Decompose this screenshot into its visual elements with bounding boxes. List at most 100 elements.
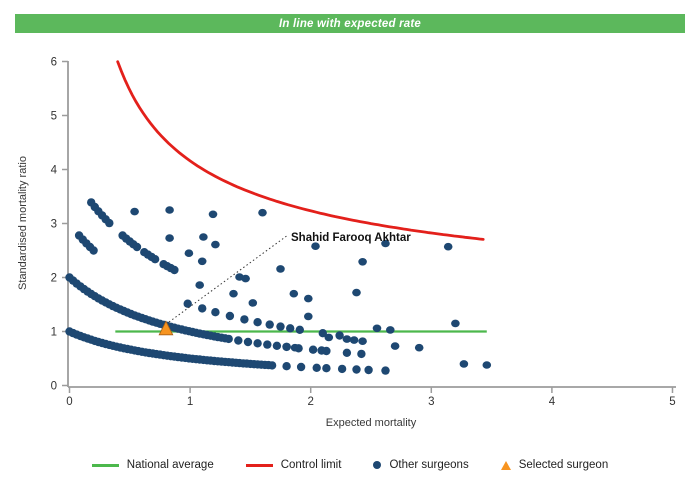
legend-swatch-line [91,463,119,467]
surgeon-point [358,258,367,266]
band-point [337,364,347,374]
band-point [105,218,114,228]
selected-surgeon-marker[interactable] [158,320,174,336]
y-ticks: 0 1 2 3 4 5 6 [51,57,68,393]
legend-swatch-dot [373,461,382,469]
band-point [352,365,361,374]
band-point [170,265,179,275]
surgeon-point [282,342,291,351]
surgeon-point [165,206,174,214]
y-tick-label: 6 [51,57,57,69]
band-point [322,346,331,356]
band-point [342,348,352,357]
surgeon-point [324,333,334,342]
surgeon-point [248,299,258,307]
surgeon-point [211,240,220,249]
band-point [295,325,304,334]
band-point [308,345,318,354]
band-point [211,308,220,317]
status-banner: In line with expected rate [15,14,685,33]
band-point [272,341,282,350]
control-limit-curve [116,60,485,241]
surgeon-point [229,289,238,298]
band-point [253,318,262,327]
y-tick-label: 4 [51,165,58,177]
band-point [286,324,295,333]
status-banner-text: In line with expected rate [279,17,421,30]
band-point [322,364,331,373]
death-bands [65,198,390,375]
y-axis-title: Standardised mortality ratio [17,156,29,290]
callout-line [168,234,289,323]
surgeon-point [459,360,469,368]
surgeon-point [197,257,207,266]
surgeon-point [290,343,300,352]
surgeon-point [482,361,492,369]
band-point [224,334,233,344]
y-tick-label: 0 [51,381,57,393]
surgeon-point [386,326,395,334]
band-point [253,339,262,348]
band-point [276,322,285,331]
surgeon-point [358,337,367,346]
surgeon-point [311,242,320,250]
band-point [243,337,253,347]
chart-legend: National average Control limit Other surge… [0,459,700,471]
surgeon-point [258,208,267,217]
selected-surgeon-triangle[interactable] [158,320,174,336]
surgeon-point [304,312,313,321]
band-point [312,363,321,372]
surgeon-point [451,319,460,328]
x-tick-label: 0 [66,396,72,408]
surgeon-point [199,233,208,241]
band-point [357,349,366,359]
surgeon-point [276,265,285,273]
surgeon-point [130,207,139,216]
legend-label: Selected surgeon [518,459,609,471]
x-tick-label: 5 [669,396,675,408]
x-tick-label: 3 [428,396,434,408]
band-point [364,365,373,375]
legend-item-selected-surgeon: Selected surgeon [500,459,609,471]
band-point [267,361,277,370]
surgeon-point [443,242,453,251]
other-surgeon-points [130,206,492,369]
surgeon-point [352,288,361,297]
band-point [150,255,160,264]
surgeon-point [381,239,390,248]
band-point [183,299,192,308]
legend-item-other-surgeons: Other surgeons [373,459,469,471]
y-tick-label: 3 [51,219,57,231]
surgeon-point [414,343,424,352]
band-point [263,340,272,349]
band-point [240,315,249,324]
surgeon-point [165,234,174,242]
band-point [89,246,98,255]
band-point [381,366,390,375]
surgeon-point [289,289,299,298]
band-point [225,311,235,321]
band-point [282,362,291,371]
x-tick-label: 2 [307,396,313,408]
band-point [198,304,207,313]
surgeon-point [208,210,218,219]
legend-item-control-limit: Control limit [245,459,342,471]
y-tick-label: 5 [51,111,57,123]
surgeon-point [195,281,204,289]
band-point [296,362,306,372]
x-axis-title: Expected mortality [326,417,417,429]
surgeon-point [304,294,313,303]
x-tick-label: 4 [549,396,556,408]
x-ticks: 0 1 2 3 4 5 [66,387,676,408]
band-point [335,331,344,340]
x-tick-label: 1 [187,396,193,408]
surgeon-point [349,336,359,344]
band-point [318,329,327,338]
legend-item-national-average: National average [91,459,214,471]
legend-label: Control limit [280,459,342,471]
legend-label: Other surgeons [389,459,469,471]
surgeon-point [241,274,250,283]
band-point [132,242,142,252]
legend-swatch-triangle [500,460,511,470]
